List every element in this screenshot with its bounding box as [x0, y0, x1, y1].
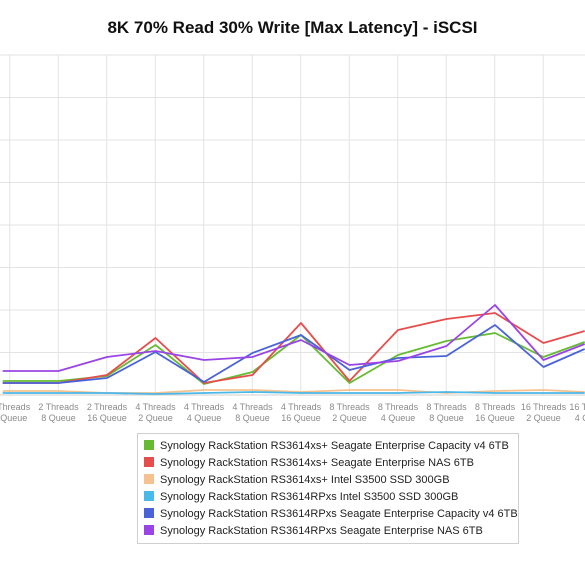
x-tick-label: 8 Threads 16 Queue: [475, 402, 516, 423]
legend-swatch: [144, 508, 154, 518]
series-line-2: [2, 312, 585, 384]
legend-swatch: [144, 474, 154, 484]
series-line-5: [2, 324, 585, 384]
legend-swatch: [144, 525, 154, 535]
x-tick-label: 4 Threads 4 Queue: [184, 402, 225, 423]
x-tick-label: 8 Threads 8 Queue: [426, 402, 467, 423]
legend-label: Synology RackStation RS3614xs+ Seagate E…: [160, 440, 509, 452]
x-tick-label: 2 Threads 16 Queue: [87, 402, 128, 423]
grid-lines: [0, 54, 585, 395]
x-tick-label: 8 Threads 4 Queue: [378, 402, 419, 423]
legend-label: Synology RackStation RS3614RPxs Intel S3…: [160, 491, 459, 503]
x-tick-label: 16 Threads 2 Queue: [521, 402, 567, 423]
legend-swatch: [144, 491, 154, 501]
legend-label: Synology RackStation RS3614RPxs Seagate …: [160, 508, 518, 520]
legend-swatch: [144, 457, 154, 467]
legend-item: Synology RackStation RS3614RPxs Seagate …: [144, 506, 518, 523]
series-line-4: [2, 391, 585, 395]
legend-swatch: [144, 440, 154, 450]
series-line-6: [2, 304, 585, 372]
legend: Synology RackStation RS3614xs+ Seagate E…: [137, 433, 519, 544]
legend-item: Synology RackStation RS3614RPxs Seagate …: [144, 523, 518, 540]
legend-item: Synology RackStation RS3614xs+ Seagate E…: [144, 455, 518, 472]
chart-title: 8K 70% Read 30% Write [Max Latency] - iS…: [107, 18, 478, 37]
x-tick-label: 8 Threads 2 Queue: [329, 402, 370, 423]
x-tick-label: 4 Threads 8 Queue: [232, 402, 273, 423]
legend-item: Synology RackStation RS3614xs+ Intel S35…: [144, 472, 518, 489]
x-tick-label: 2 Threads 8 Queue: [38, 402, 79, 423]
legend-label: Synology RackStation RS3614xs+ Intel S35…: [160, 474, 450, 486]
legend-item: Synology RackStation RS3614RPxs Intel S3…: [144, 489, 518, 506]
x-tick-label: 4 Threads 2 Queue: [135, 402, 176, 423]
legend-label: Synology RackStation RS3614RPxs Seagate …: [160, 525, 483, 537]
legend-label: Synology RackStation RS3614xs+ Seagate E…: [160, 457, 474, 469]
series-lines: [2, 304, 585, 395]
series-line-1: [2, 332, 585, 385]
x-tick-label: 4 Threads 16 Queue: [281, 402, 322, 423]
legend-item: Synology RackStation RS3614xs+ Seagate E…: [144, 438, 518, 455]
